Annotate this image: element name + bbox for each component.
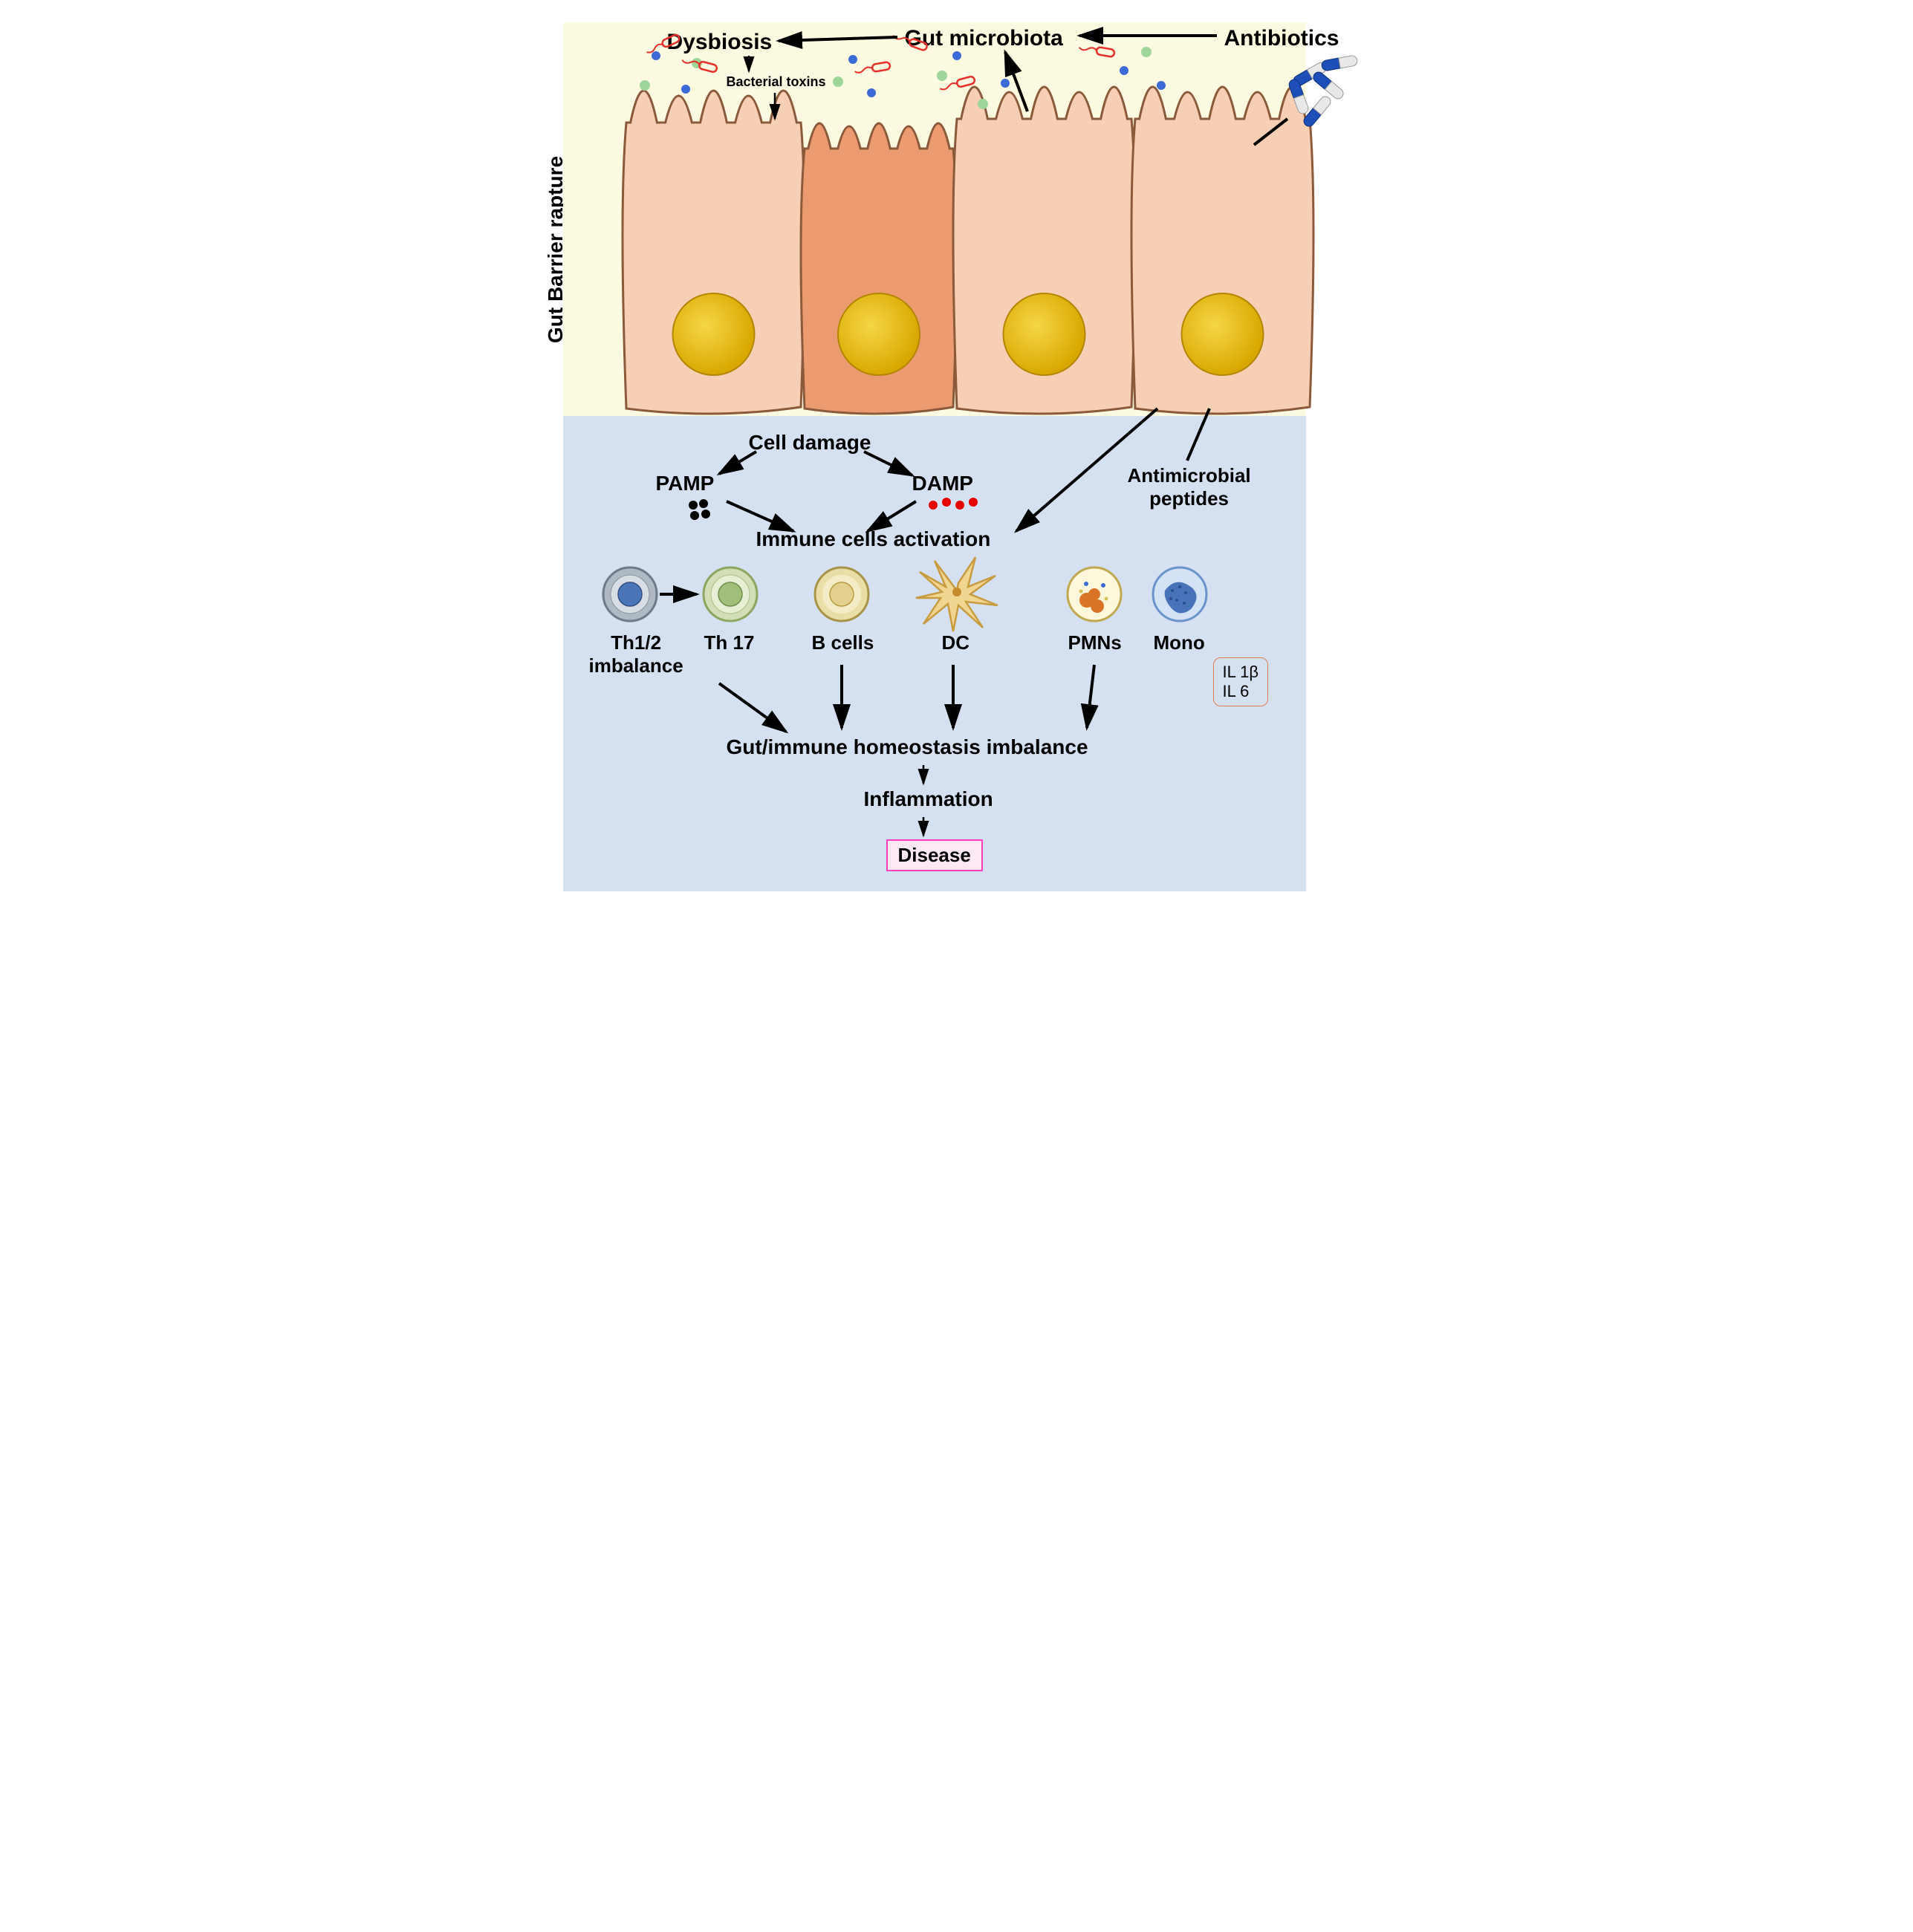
gut-immune-diagram: Gut Barrier rapture Dysbiosis Gut microb… bbox=[511, 15, 1403, 915]
top-arrows bbox=[511, 15, 1403, 163]
lower-arrows bbox=[511, 654, 1403, 891]
